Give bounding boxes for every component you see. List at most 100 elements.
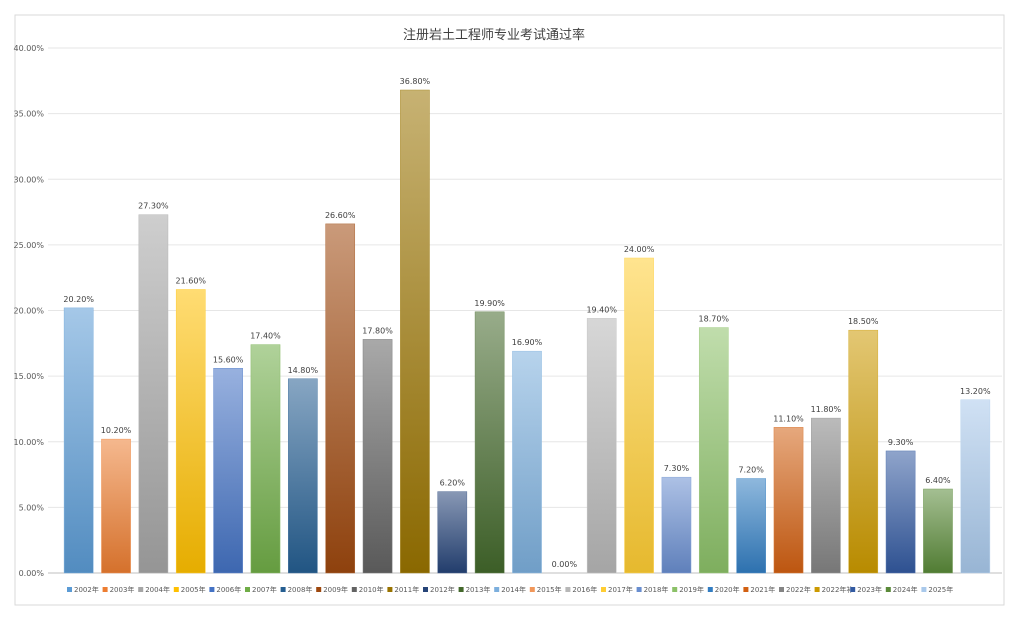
legend-label: 2011年: [394, 585, 419, 594]
bar: [773, 427, 804, 574]
legend-swatch: [173, 587, 179, 592]
data-label: 17.80%: [362, 326, 393, 335]
bar: [923, 488, 953, 574]
bar: [213, 368, 243, 574]
data-label: 21.60%: [176, 277, 207, 286]
legend-swatch: [102, 587, 108, 592]
legend-label: 2016年: [572, 585, 597, 594]
legend-swatch: [565, 587, 571, 592]
legend-swatch: [387, 587, 393, 592]
legend-label: 2019年: [679, 585, 704, 594]
legend-swatch: [743, 587, 749, 592]
bar: [811, 417, 841, 574]
legend-label: 2010年: [359, 585, 384, 594]
legend-label: 2008年: [288, 585, 313, 594]
legend-label: 2021年: [750, 585, 775, 594]
data-label: 15.60%: [213, 355, 244, 364]
legend-swatch: [351, 587, 357, 592]
data-label: 11.80%: [811, 405, 842, 414]
legend-label: 2017年: [608, 585, 633, 594]
bar: [624, 257, 654, 574]
legend-swatch: [601, 587, 606, 592]
data-label: 9.30%: [888, 438, 914, 447]
data-label: 0.00%: [552, 560, 578, 569]
legend-label: 2022年: [786, 585, 811, 594]
legend-swatch: [280, 587, 286, 592]
bar: [138, 214, 169, 574]
y-tick-label: 10.00%: [13, 438, 44, 447]
legend-swatch: [707, 587, 713, 592]
data-label: 24.00%: [624, 245, 655, 254]
legend-swatch: [529, 587, 535, 592]
legend-swatch: [67, 587, 72, 592]
bar: [250, 344, 281, 574]
y-tick-label: 5.00%: [19, 503, 45, 512]
data-label: 11.10%: [773, 414, 804, 423]
data-label: 19.90%: [474, 299, 505, 308]
legend-swatch: [779, 587, 784, 592]
legend-label: 2013年: [466, 585, 491, 594]
legend-swatch: [850, 587, 856, 592]
legend-label: 2020年: [715, 585, 740, 594]
data-label: 36.80%: [400, 77, 431, 86]
legend-label: 2007年: [252, 585, 277, 594]
gridlines: [48, 47, 1002, 574]
bar: [512, 350, 542, 574]
legend-label: 2006年: [216, 585, 241, 594]
data-label: 18.50%: [848, 317, 879, 326]
legend-swatch: [209, 587, 215, 592]
y-tick-label: 35.00%: [13, 110, 44, 119]
bar: [885, 450, 916, 574]
legend-swatch: [138, 587, 144, 592]
y-tick-label: 40.00%: [13, 44, 44, 53]
legend-label: 2015年: [537, 585, 562, 594]
data-label: 13.20%: [960, 387, 991, 396]
bar: [698, 327, 729, 574]
legend-label: 2009年: [323, 585, 348, 594]
legend-label: 2024年: [893, 585, 918, 594]
y-tick-label: 0.00%: [19, 569, 45, 578]
legend-swatch: [672, 587, 678, 592]
data-label: 10.20%: [101, 426, 132, 435]
legend-swatch: [316, 587, 322, 592]
bar: [101, 438, 131, 574]
data-label: 19.40%: [586, 305, 617, 314]
data-label: 20.20%: [63, 295, 94, 304]
legend-label: 2025年: [928, 585, 953, 594]
bar: [288, 378, 318, 574]
y-axis-ticks: 0.00% 5.00% 10.00% 15.00% 20.00% 25.00% 30.00%…: [13, 44, 44, 578]
y-tick-label: 15.00%: [13, 372, 44, 381]
data-label: 26.60%: [325, 211, 356, 220]
legend-swatch: [494, 587, 500, 592]
y-tick-label: 20.00%: [13, 307, 44, 316]
data-labels: 20.20% 10.20% 27.30% 21.60% 15.60% 17.40% 14.8…: [63, 77, 991, 569]
legend-label: 2018年: [644, 585, 669, 594]
legend-label: 2022年补: [822, 585, 854, 594]
bar: [63, 307, 94, 574]
bar: [586, 318, 617, 574]
legend-swatch: [245, 587, 250, 592]
y-tick-label: 30.00%: [13, 175, 44, 184]
data-label: 17.40%: [250, 332, 281, 341]
data-label: 14.80%: [288, 366, 319, 375]
bar: [960, 399, 991, 574]
legend-label: 2004年: [145, 585, 170, 594]
bar: [437, 491, 468, 574]
bar: [362, 339, 393, 574]
bar: [400, 89, 430, 574]
legend-swatch: [814, 587, 820, 592]
bar: [325, 223, 356, 574]
legend-swatch: [423, 587, 428, 592]
bar: [474, 311, 505, 574]
data-label: 27.30%: [138, 202, 169, 211]
bars: [63, 89, 991, 574]
legend-swatch: [921, 587, 927, 592]
data-label: 6.20%: [440, 479, 466, 488]
bar: [175, 289, 206, 574]
legend-swatch: [885, 587, 891, 592]
data-label: 7.30%: [664, 464, 690, 473]
data-label: 16.90%: [512, 338, 543, 347]
legend-label: 2002年: [74, 585, 99, 594]
